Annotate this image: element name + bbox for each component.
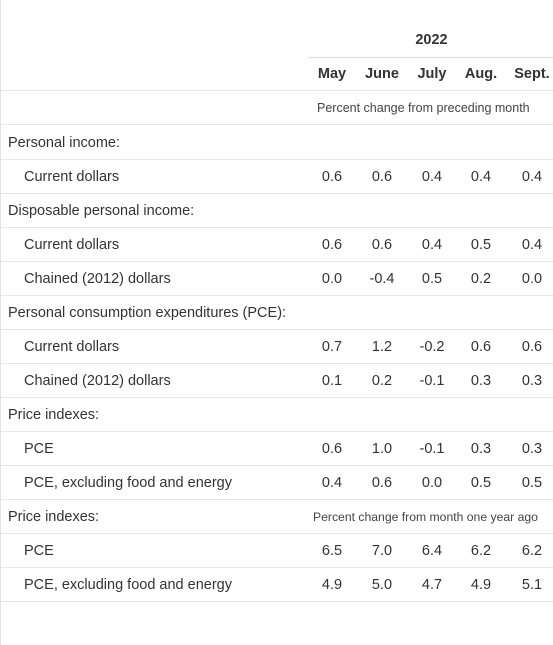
row-label: Personal income: xyxy=(8,134,121,151)
value-cell: 6.2 xyxy=(470,542,492,559)
value-cell: 6.5 xyxy=(321,542,343,559)
table-row: PCE 6.5 7.0 6.4 6.2 6.2 xyxy=(1,534,553,568)
value-cell: 6.2 xyxy=(521,542,543,559)
value-cell: 0.5 xyxy=(470,236,492,253)
unit-row: Percent change from preceding month xyxy=(1,90,553,125)
value-cell: 0.5 xyxy=(470,474,492,491)
row-label: PCE, excluding food and energy xyxy=(24,576,232,593)
value-cell: 0.4 xyxy=(521,236,543,253)
value-cell: 5.1 xyxy=(521,576,543,593)
value-cell: 0.4 xyxy=(421,236,443,253)
row-label: Personal consumption expenditures (PCE): xyxy=(8,304,287,321)
value-cell: 0.0 xyxy=(421,474,443,491)
value-cell: 0.6 xyxy=(521,338,543,355)
section-row: Personal consumption expenditures (PCE): xyxy=(1,296,553,330)
value-cell: 0.5 xyxy=(521,474,543,491)
row-label: Disposable personal income: xyxy=(8,202,195,219)
row-label: Price indexes: xyxy=(8,406,100,423)
row-label: PCE, excluding food and energy xyxy=(24,474,232,491)
section-row: Disposable personal income: xyxy=(1,194,553,228)
value-cell: -0.4 xyxy=(369,270,395,287)
table-row: Current dollars 0.6 0.6 0.4 0.5 0.4 xyxy=(1,228,553,262)
value-cell: 5.0 xyxy=(371,576,393,593)
row-label: Current dollars xyxy=(24,236,120,253)
value-cell: 1.0 xyxy=(371,440,393,457)
value-cell: 0.5 xyxy=(421,270,443,287)
value-cell: 0.3 xyxy=(521,440,543,457)
table-row: Current dollars 0.7 1.2 -0.2 0.6 0.6 xyxy=(1,330,553,364)
row-label: Price indexes: xyxy=(8,508,100,525)
value-cell: 0.6 xyxy=(321,236,343,253)
row-label: Current dollars xyxy=(24,168,120,185)
table-row: Chained (2012) dollars 0.1 0.2 -0.1 0.3 0.3 xyxy=(1,364,553,398)
unit-note: Percent change from preceding month xyxy=(317,100,530,115)
table-row: Current dollars 0.6 0.6 0.4 0.4 0.4 xyxy=(1,160,553,194)
value-cell: 0.3 xyxy=(521,372,543,389)
value-cell: 0.6 xyxy=(371,168,393,185)
unit-note: Percent change from month one year ago xyxy=(313,509,538,524)
row-label: Chained (2012) dollars xyxy=(24,372,171,389)
value-cell: 0.6 xyxy=(321,440,343,457)
value-cell: 4.9 xyxy=(321,576,343,593)
value-cell: 0.6 xyxy=(470,338,492,355)
year-header-row: 2022 xyxy=(1,22,553,58)
value-cell: 0.4 xyxy=(521,168,543,185)
value-cell: -0.2 xyxy=(419,338,445,355)
value-cell: 0.4 xyxy=(421,168,443,185)
value-cell: 0.6 xyxy=(371,474,393,491)
table-row: PCE, excluding food and energy 0.4 0.6 0.0 0… xyxy=(1,466,553,500)
value-cell: 6.4 xyxy=(421,542,443,559)
row-label: PCE xyxy=(24,440,54,457)
value-cell: 0.2 xyxy=(371,372,393,389)
section-row: Personal income: xyxy=(1,126,553,160)
value-cell: 0.2 xyxy=(470,270,492,287)
row-label: Current dollars xyxy=(24,338,120,355)
section-row: Price indexes: Percent change from month … xyxy=(1,500,553,534)
value-cell: -0.1 xyxy=(419,372,445,389)
value-cell: 1.2 xyxy=(371,338,393,355)
value-cell: 4.9 xyxy=(470,576,492,593)
year-divider xyxy=(308,57,553,58)
value-cell: 7.0 xyxy=(371,542,393,559)
value-cell: 0.4 xyxy=(470,168,492,185)
value-cell: 0.6 xyxy=(371,236,393,253)
row-label: PCE xyxy=(24,542,54,559)
year-header: 2022 xyxy=(415,32,448,48)
value-cell: 0.7 xyxy=(321,338,343,355)
value-cell: 0.6 xyxy=(321,168,343,185)
column-header: May xyxy=(317,66,347,82)
value-cell: 0.4 xyxy=(321,474,343,491)
column-header: July xyxy=(417,66,447,82)
column-header: June xyxy=(365,66,399,82)
column-header: Aug. xyxy=(464,66,498,82)
value-cell: 4.7 xyxy=(421,576,443,593)
value-cell: 0.0 xyxy=(321,270,343,287)
column-header: Sept. xyxy=(514,66,550,82)
value-cell: 0.1 xyxy=(321,372,343,389)
month-header-row: May June July Aug. Sept. xyxy=(1,58,553,90)
value-cell: 0.3 xyxy=(470,372,492,389)
value-cell: 0.0 xyxy=(521,270,543,287)
section-row: Price indexes: xyxy=(1,398,553,432)
table-row: PCE, excluding food and energy 4.9 5.0 4.7 4… xyxy=(1,568,553,602)
row-label: Chained (2012) dollars xyxy=(24,270,171,287)
table-row: Chained (2012) dollars 0.0 -0.4 0.5 0.2 0.0 xyxy=(1,262,553,296)
value-cell: -0.1 xyxy=(419,440,445,457)
table-row: PCE 0.6 1.0 -0.1 0.3 0.3 xyxy=(1,432,553,466)
value-cell: 0.3 xyxy=(470,440,492,457)
